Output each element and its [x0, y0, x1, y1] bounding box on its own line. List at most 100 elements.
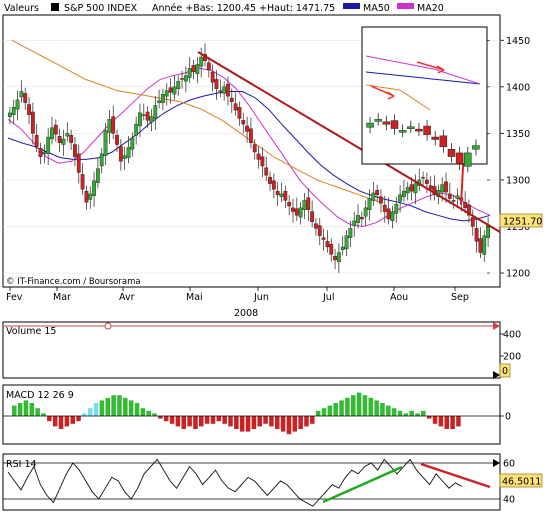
macd-bar-6: [47, 416, 52, 422]
macd-bar-60: [362, 395, 368, 416]
rsi-panel: [2, 453, 501, 511]
inset-ma200: [365, 84, 431, 111]
candle-43: [172, 86, 177, 95]
candle-98: [382, 204, 387, 212]
candle-48: [191, 65, 196, 73]
rsi-downtrend-line: [420, 462, 491, 489]
candle-70: [275, 190, 280, 196]
macd-bar-18: [117, 395, 122, 416]
candle-62: [245, 125, 249, 132]
candle-111: [432, 186, 437, 196]
macd-bar-50: [304, 416, 309, 427]
macd-bar-13: [87, 408, 93, 416]
candle-57: [226, 83, 230, 97]
macd-bar-51: [310, 416, 315, 424]
candle-32: [130, 137, 135, 150]
macd-bar-74: [444, 416, 450, 429]
candle-88: [344, 235, 349, 250]
inset-candle-2: [382, 121, 391, 125]
rsi-path: [7, 458, 463, 507]
candle-104: [405, 187, 410, 194]
macd-bar-19: [123, 397, 128, 416]
x-tick-label-7: Sep: [451, 292, 469, 303]
macd-bar-59: [356, 392, 362, 416]
rsi-last-badge: [499, 473, 543, 488]
macd-bar-26: [163, 416, 169, 422]
macd-bar-38: [234, 416, 239, 429]
candle-38: [153, 105, 158, 119]
candle-50: [199, 56, 204, 67]
candle-116: [451, 200, 456, 202]
macd-bar-34: [210, 416, 216, 424]
last-value-text: 1251.70: [503, 217, 542, 228]
macd-bar-44: [269, 416, 274, 427]
inset-candle-4: [398, 130, 407, 133]
candle-37: [149, 116, 154, 123]
macd-bar-25: [158, 416, 163, 419]
volume-panel: [2, 321, 501, 379]
candle-47: [187, 68, 192, 78]
candle-42: [168, 87, 173, 93]
candle-106: [413, 183, 418, 194]
macd-bar-40: [245, 416, 251, 432]
candle-67: [264, 167, 269, 176]
candle-1: [11, 107, 16, 115]
ma20-swatch: [397, 3, 414, 9]
candle-10: [46, 136, 51, 155]
macd-bar-36: [222, 416, 227, 424]
candle-109: [424, 179, 429, 184]
candle-15: [65, 133, 70, 137]
candle-21: [88, 193, 93, 200]
macd-bar-69: [415, 413, 420, 416]
macd-bar-63: [380, 403, 385, 416]
macd-bar-10: [70, 416, 75, 424]
candle-61: [241, 120, 246, 125]
candle-16: [69, 135, 74, 143]
candle-74: [291, 207, 295, 212]
inset-ma50: [365, 71, 481, 85]
inset-candle-8: [431, 136, 439, 140]
rsi-tick-label-1: 60: [503, 459, 515, 470]
ma-line-ma200: [11, 39, 381, 203]
candle-86: [336, 252, 341, 263]
candle-95: [371, 192, 376, 201]
macd-bar-5: [41, 413, 46, 416]
macd-bar-58: [350, 395, 356, 416]
macd-bar-23: [146, 410, 151, 416]
candle-31: [126, 147, 131, 158]
candle-22: [92, 180, 96, 196]
candle-58: [229, 97, 234, 102]
candle-20: [84, 190, 89, 203]
inset-arrow-upper: [416, 61, 445, 71]
candle-121: [470, 216, 475, 227]
candle-100: [390, 211, 395, 222]
candle-36: [145, 111, 150, 121]
macd-bar-22: [140, 408, 146, 416]
candle-85: [333, 256, 337, 261]
macd-y-axis: 0: [500, 412, 511, 423]
x-tick-label-5: Jul: [322, 292, 334, 303]
macd-bar-67: [403, 413, 409, 416]
macd-bar-65: [391, 408, 397, 416]
macd-bar-24: [152, 413, 157, 416]
candle-81: [317, 225, 322, 236]
macd-bar-42: [257, 416, 262, 427]
candle-13: [57, 135, 62, 143]
candle-92: [359, 216, 364, 220]
candle-72: [283, 190, 288, 201]
candle-77: [302, 200, 307, 210]
candle-97: [379, 196, 383, 204]
macd-bar-9: [64, 416, 70, 427]
candle-49: [195, 64, 200, 74]
macd-bar-32: [199, 416, 204, 427]
candle-27: [111, 116, 116, 134]
rsi-upper-arrow: [493, 459, 500, 467]
macd-bar-52: [315, 410, 321, 416]
macd-bar-35: [216, 416, 222, 422]
candle-39: [157, 100, 162, 103]
macd-bar-62: [374, 400, 379, 416]
x-tick-label-3: Mai: [186, 292, 203, 303]
inset-candle-0: [366, 122, 374, 128]
candle-56: [222, 86, 227, 94]
candle-94: [367, 198, 372, 210]
